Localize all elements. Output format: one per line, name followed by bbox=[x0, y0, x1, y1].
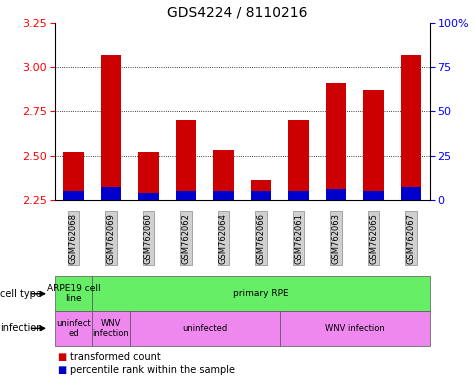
Text: GDS4224 / 8110216: GDS4224 / 8110216 bbox=[167, 6, 308, 20]
Text: GSM762064: GSM762064 bbox=[219, 213, 228, 263]
Bar bbox=[101, 55, 121, 200]
Bar bbox=[288, 191, 309, 200]
Text: GSM762061: GSM762061 bbox=[294, 213, 303, 263]
Text: GSM762067: GSM762067 bbox=[407, 213, 416, 263]
Bar bbox=[288, 120, 309, 200]
Text: infection: infection bbox=[0, 323, 43, 333]
Bar bbox=[251, 180, 271, 200]
Bar bbox=[251, 191, 271, 200]
Text: GSM762069: GSM762069 bbox=[106, 213, 115, 263]
Text: ARPE19 cell
line: ARPE19 cell line bbox=[47, 284, 100, 303]
Bar bbox=[213, 191, 234, 200]
Text: GSM762062: GSM762062 bbox=[181, 213, 190, 263]
Text: WNV
infection: WNV infection bbox=[93, 319, 129, 338]
Text: GSM762063: GSM762063 bbox=[332, 213, 341, 263]
Text: WNV infection: WNV infection bbox=[325, 324, 385, 333]
Bar bbox=[213, 150, 234, 200]
Bar bbox=[326, 189, 346, 200]
Text: cell type: cell type bbox=[0, 289, 42, 299]
Bar bbox=[176, 120, 196, 200]
Bar bbox=[138, 193, 159, 200]
Text: percentile rank within the sample: percentile rank within the sample bbox=[70, 366, 235, 376]
Bar bbox=[138, 152, 159, 200]
Bar bbox=[63, 191, 84, 200]
Text: uninfected: uninfected bbox=[182, 324, 228, 333]
Text: GSM762060: GSM762060 bbox=[144, 213, 153, 263]
Text: GSM762066: GSM762066 bbox=[256, 213, 266, 263]
Text: ■: ■ bbox=[57, 366, 66, 376]
Text: transformed count: transformed count bbox=[70, 352, 161, 362]
Bar bbox=[363, 90, 384, 200]
Text: uninfect
ed: uninfect ed bbox=[56, 319, 91, 338]
Bar bbox=[401, 55, 421, 200]
Bar bbox=[401, 187, 421, 200]
Text: GSM762068: GSM762068 bbox=[69, 213, 78, 263]
Text: GSM762065: GSM762065 bbox=[369, 213, 378, 263]
Bar bbox=[101, 187, 121, 200]
Bar bbox=[63, 152, 84, 200]
Bar bbox=[326, 83, 346, 200]
Bar bbox=[363, 191, 384, 200]
Text: ■: ■ bbox=[57, 352, 66, 362]
Text: primary RPE: primary RPE bbox=[233, 289, 289, 298]
Bar bbox=[176, 191, 196, 200]
